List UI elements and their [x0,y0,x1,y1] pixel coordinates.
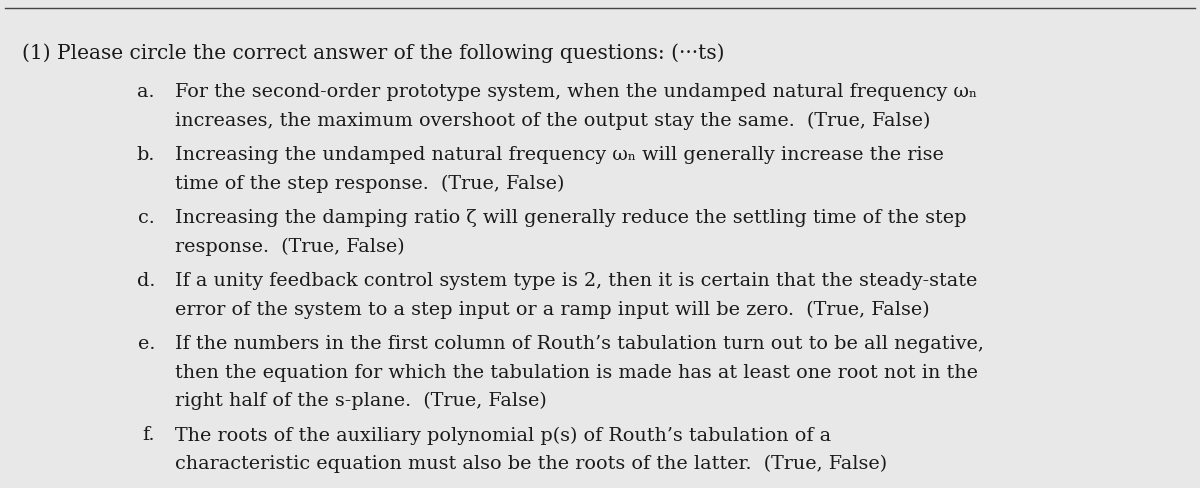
Text: f.: f. [143,427,155,445]
Text: For the second-order prototype system, when the undamped natural frequency ωₙ: For the second-order prototype system, w… [175,83,977,101]
Text: error of the system to a step input or a ramp input will be zero.  (True, False): error of the system to a step input or a… [175,301,930,319]
Text: a.: a. [138,83,155,101]
Text: b.: b. [137,146,155,164]
Text: d.: d. [137,272,155,290]
Text: response.  (True, False): response. (True, False) [175,238,404,256]
Text: Increasing the damping ratio ζ will generally reduce the settling time of the st: Increasing the damping ratio ζ will gene… [175,209,966,227]
Text: The roots of the auxiliary polynomial p(s) of Routh’s tabulation of a: The roots of the auxiliary polynomial p(… [175,427,832,445]
Text: characteristic equation must also be the roots of the latter.  (True, False): characteristic equation must also be the… [175,455,887,473]
Text: Increasing the undamped natural frequency ωₙ will generally increase the rise: Increasing the undamped natural frequenc… [175,146,944,164]
Text: c.: c. [138,209,155,227]
Text: right half of the s-plane.  (True, False): right half of the s-plane. (True, False) [175,392,547,410]
Text: If the numbers in the first column of Routh’s tabulation turn out to be all nega: If the numbers in the first column of Ro… [175,335,984,353]
Text: increases, the maximum overshoot of the output stay the same.  (True, False): increases, the maximum overshoot of the … [175,111,930,130]
Text: (1) Please circle the correct answer of the following questions: (···ts): (1) Please circle the correct answer of … [22,43,725,62]
Text: If a unity feedback control system type is 2, then it is certain that the steady: If a unity feedback control system type … [175,272,977,290]
Text: time of the step response.  (True, False): time of the step response. (True, False) [175,175,564,193]
Text: then the equation for which the tabulation is made has at least one root not in : then the equation for which the tabulati… [175,364,978,382]
Text: e.: e. [138,335,155,353]
